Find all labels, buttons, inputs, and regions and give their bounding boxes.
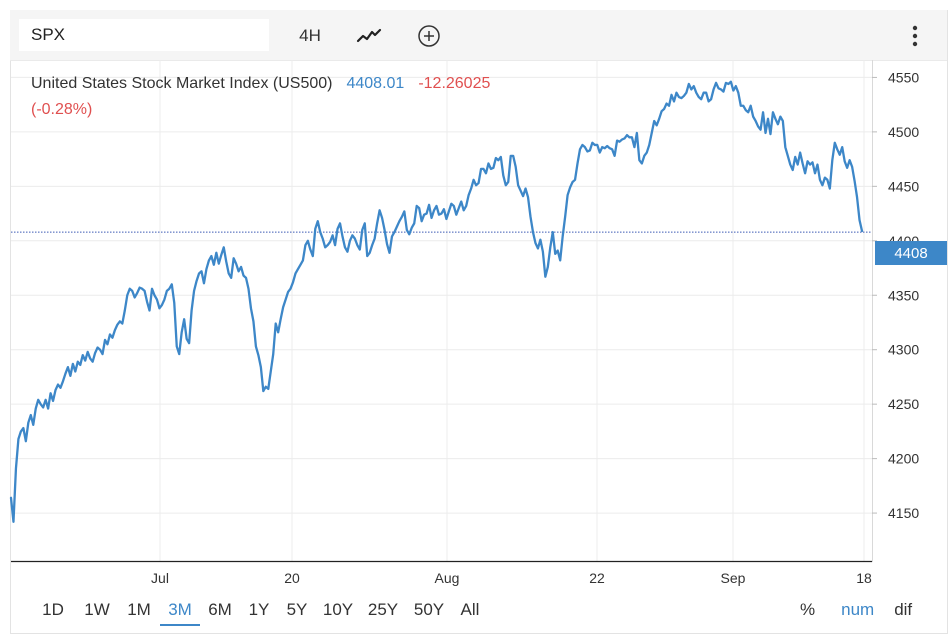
- current-price-tag: 4408: [875, 241, 947, 265]
- x-tick-label: Sep: [721, 570, 746, 586]
- y-tick-label: 4500: [888, 124, 919, 140]
- y-tick-label: 4350: [888, 287, 919, 303]
- interval-button[interactable]: 4H: [299, 26, 321, 45]
- range-button-6m[interactable]: 6M: [208, 600, 232, 619]
- range-button-10y[interactable]: 10Y: [322, 600, 354, 619]
- price-chart[interactable]: 415042004250430043504400445045004550 Jul…: [0, 0, 948, 600]
- range-button-5y[interactable]: 5Y: [286, 600, 308, 619]
- range-button-all[interactable]: All: [460, 600, 480, 619]
- add-indicator-button[interactable]: [415, 22, 443, 50]
- y-tick-label: 4200: [888, 451, 919, 467]
- x-tick-label: Aug: [435, 570, 460, 586]
- scale-mode-dif[interactable]: dif: [894, 600, 913, 619]
- y-tick-label: 4250: [888, 396, 919, 412]
- series-line: [9, 80, 864, 523]
- symbol-input[interactable]: [19, 19, 269, 51]
- range-button-1y[interactable]: 1Y: [248, 600, 270, 619]
- y-tick-label: 4300: [888, 342, 919, 358]
- legend: United States Stock Market Index (US500)…: [31, 75, 504, 93]
- x-tick-label: 22: [589, 570, 605, 586]
- scale-mode-num[interactable]: num: [841, 600, 875, 619]
- x-tick-label: 18: [856, 570, 872, 586]
- range-button-25y[interactable]: 25Y: [367, 600, 399, 619]
- menu-button[interactable]: [905, 22, 925, 50]
- plus-circle-icon: [418, 25, 440, 47]
- line-chart-icon: [356, 28, 382, 43]
- legend-instrument-name: United States Stock Market Index (US500): [31, 75, 333, 92]
- y-tick-label: 4450: [888, 178, 919, 194]
- range-button-1w[interactable]: 1W: [84, 600, 110, 619]
- x-tick-label: Jul: [151, 570, 169, 586]
- chart-type-button[interactable]: [354, 22, 384, 50]
- scale-mode-selector: % num dif: [800, 600, 912, 620]
- vertical-dots-icon: [912, 25, 918, 47]
- range-button-50y[interactable]: 50Y: [413, 600, 445, 619]
- legend-price: 4408.01: [346, 75, 405, 92]
- x-tick-label: 20: [284, 570, 300, 586]
- range-button-1d[interactable]: 1D: [42, 600, 64, 619]
- legend-change-percent: (-0.28%): [31, 101, 93, 118]
- range-selector: 1D 1W 1M 3M 6M 1Y 5Y 10Y 25Y 50Y All: [30, 596, 488, 632]
- y-tick-label: 4150: [888, 505, 919, 521]
- range-button-3m[interactable]: 3M: [160, 596, 200, 626]
- chart-widget-frame: [10, 10, 948, 634]
- y-tick-label: 4550: [888, 69, 919, 85]
- legend-change: -12.26025: [418, 75, 491, 92]
- range-button-1m[interactable]: 1M: [127, 600, 151, 619]
- scale-mode-percent[interactable]: %: [800, 600, 816, 619]
